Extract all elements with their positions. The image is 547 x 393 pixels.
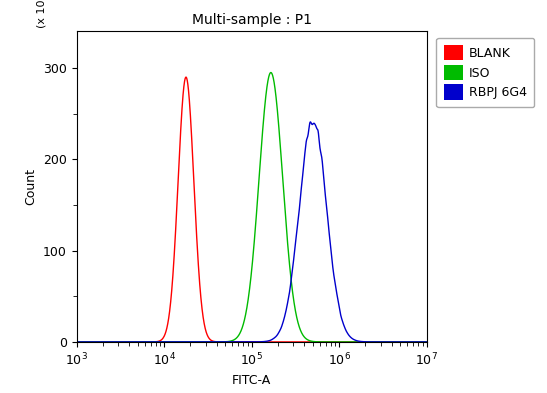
Legend: BLANK, ISO, RBPJ 6G4: BLANK, ISO, RBPJ 6G4 bbox=[437, 38, 534, 107]
BLANK bbox=[134, 340, 141, 344]
RBPJ 6G4 bbox=[417, 340, 423, 344]
RBPJ 6G4 bbox=[113, 340, 120, 344]
ISO bbox=[223, 339, 229, 344]
RBPJ 6G4 bbox=[423, 340, 430, 344]
BLANK bbox=[379, 340, 386, 344]
Line: RBPJ 6G4: RBPJ 6G4 bbox=[77, 122, 427, 342]
ISO bbox=[73, 340, 80, 344]
X-axis label: FITC-A: FITC-A bbox=[232, 374, 271, 387]
ISO bbox=[417, 340, 423, 344]
RBPJ 6G4 bbox=[379, 340, 386, 344]
BLANK bbox=[223, 340, 229, 344]
Title: Multi-sample : P1: Multi-sample : P1 bbox=[191, 13, 312, 28]
ISO bbox=[113, 340, 120, 344]
BLANK bbox=[423, 340, 430, 344]
BLANK bbox=[183, 75, 189, 79]
Line: BLANK: BLANK bbox=[77, 77, 427, 342]
BLANK bbox=[417, 340, 423, 344]
RBPJ 6G4 bbox=[223, 340, 229, 344]
BLANK bbox=[73, 340, 80, 344]
ISO bbox=[267, 70, 274, 75]
ISO bbox=[423, 340, 430, 344]
RBPJ 6G4 bbox=[134, 340, 141, 344]
RBPJ 6G4 bbox=[307, 119, 313, 124]
RBPJ 6G4 bbox=[73, 340, 80, 344]
RBPJ 6G4 bbox=[207, 340, 214, 344]
ISO bbox=[134, 340, 141, 344]
BLANK bbox=[208, 338, 214, 343]
Text: (x 10¹): (x 10¹) bbox=[37, 0, 46, 28]
ISO bbox=[207, 340, 214, 344]
Y-axis label: Count: Count bbox=[25, 168, 37, 205]
BLANK bbox=[113, 340, 120, 344]
Line: ISO: ISO bbox=[77, 73, 427, 342]
ISO bbox=[379, 340, 386, 344]
